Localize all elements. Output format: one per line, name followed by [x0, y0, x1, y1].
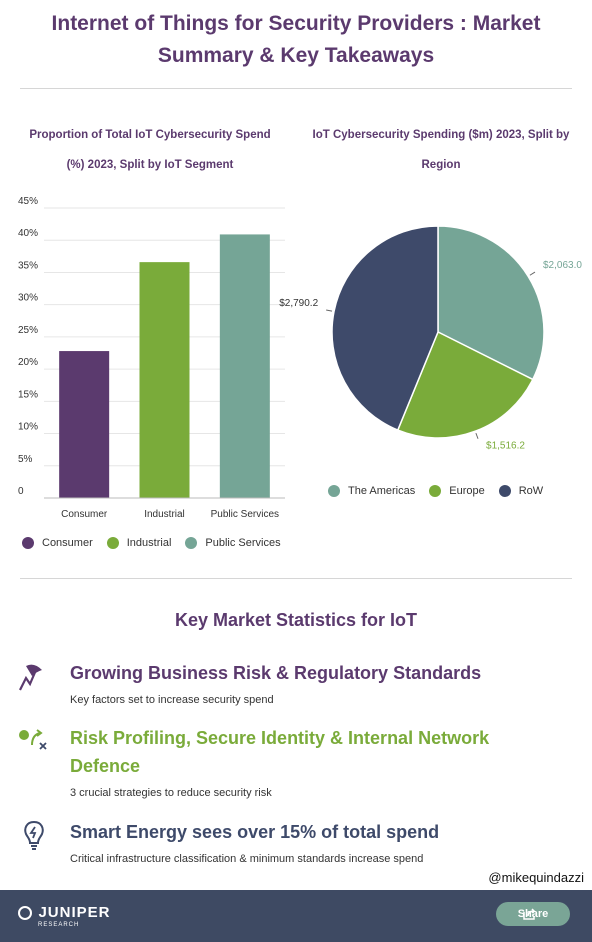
- pie-slice-the-americas: [437, 225, 545, 381]
- bar-chart: 0 5% 10% 15% 20% 25% 30% 35% 40% 45% Consumer Indus…: [18, 196, 285, 520]
- bar-y-tick-label: 45%: [18, 196, 38, 207]
- stat-desc-energy: Critical infrastructure classification &…: [70, 853, 424, 865]
- divider: [20, 88, 572, 89]
- bar-consumer: [59, 351, 110, 498]
- bar-y-tick-label: 10%: [18, 422, 38, 433]
- pie-slice-row: [331, 225, 439, 432]
- stat-title-risk: Growing Business Risk & Regulatory Stand…: [70, 663, 482, 683]
- legend-item[interactable]: Europe: [429, 485, 485, 497]
- bar-y-tick-label: 25%: [18, 325, 38, 336]
- section-heading: Key Market Statistics for IoT: [174, 610, 418, 630]
- stat-title-strategies-line1: Risk Profiling, Secure Identity & Intern…: [70, 728, 490, 748]
- legend-dot: [429, 485, 442, 497]
- legend-label: Europe: [449, 485, 485, 497]
- legend-dot: [185, 537, 198, 549]
- stat-title-strategies-line2: Defence: [70, 756, 141, 776]
- stat-desc-strategies: 3 crucial strategies to reduce security …: [70, 787, 272, 799]
- bar-y-tick-label: 40%: [18, 228, 38, 239]
- bar-chart-title-line2: (%) 2023, Split by IoT Segment: [66, 159, 234, 171]
- legend-item[interactable]: Consumer: [22, 537, 93, 549]
- bar-public-services: [219, 234, 270, 498]
- chart-trend-icon: [19, 664, 42, 691]
- page-title-line1: Internet of Things for Security Provider…: [51, 12, 541, 35]
- pie-data-label: $2,063.0: [543, 260, 582, 271]
- bar-chart-legend: Consumer Industrial Public Services: [22, 537, 295, 549]
- pie-label-line: [326, 309, 333, 312]
- share-label: Share: [517, 908, 549, 920]
- logo-mark-icon: [18, 905, 32, 920]
- legend-label: Industrial: [126, 537, 172, 549]
- strategy-icon: [19, 729, 47, 750]
- share-button[interactable]: Share: [496, 902, 570, 926]
- share-icon: [523, 908, 536, 920]
- pie-chart-title-line2: Region: [421, 159, 461, 171]
- legend-item[interactable]: RoW: [498, 485, 544, 497]
- bar-x-tick-label: Industrial: [144, 509, 185, 520]
- bar-x-tick-label: Consumer: [61, 509, 108, 520]
- legend-item[interactable]: Industrial: [106, 537, 172, 549]
- pie-chart-title: IoT Cybersecurity Spending ($m) 2023, Sp…: [300, 120, 582, 180]
- stat-title-strategies: Risk Profiling, Secure Identity & Intern…: [70, 724, 489, 780]
- pie-label-line: [529, 271, 536, 276]
- legend-label: Public Services: [205, 537, 281, 549]
- stat-desc-risk: Key factors set to increase security spe…: [70, 694, 274, 706]
- logo-sub-text: RESEARCH: [38, 922, 80, 928]
- bar-industrial: [139, 262, 190, 498]
- credit-text: @mikequindazzi: [488, 870, 584, 885]
- bar-y-tick-label: 5%: [18, 454, 33, 465]
- bar-y-tick-label: 30%: [18, 293, 38, 304]
- legend-dot: [106, 537, 119, 549]
- lightbulb-icon: [24, 820, 44, 850]
- page-title-line2: Summary & Key Takeaways: [157, 44, 435, 67]
- pie-chart-legend: The Americas Europe RoW: [328, 485, 557, 497]
- bar-y-tick-label: 15%: [18, 389, 38, 400]
- bar-y-tick-label: 20%: [18, 357, 38, 368]
- pie-slice-europe: [396, 330, 534, 439]
- bar-chart-title-line1: Proportion of Total IoT Cybersecurity Sp…: [29, 129, 271, 141]
- stat-title-energy: Smart Energy sees over 15% of total spen…: [70, 822, 440, 842]
- pie-chart-title-line1: IoT Cybersecurity Spending ($m) 2023, Sp…: [312, 129, 570, 141]
- pie-data-label: $1,516.2: [486, 441, 525, 452]
- legend-dot: [328, 485, 340, 497]
- legend-label: Consumer: [42, 537, 93, 549]
- pie-chart: $2,063.0 $1,516.2 $2,790.2: [279, 225, 582, 452]
- legend-item[interactable]: The Americas: [328, 485, 415, 497]
- legend-item[interactable]: Public Services: [185, 537, 281, 549]
- bar-x-tick-label: Public Services: [211, 509, 279, 520]
- legend-label: RoW: [518, 485, 544, 497]
- footer: JUNIPER RESEARCH Share: [0, 890, 592, 942]
- legend-dot: [498, 485, 511, 497]
- legend-label: The Americas: [348, 485, 416, 497]
- divider: [20, 578, 572, 579]
- bar-y-tick-label: 35%: [18, 260, 38, 271]
- bar-chart-title: Proportion of Total IoT Cybersecurity Sp…: [10, 120, 290, 180]
- page-title: Internet of Things for Security Provider…: [0, 8, 592, 72]
- legend-dot: [22, 537, 34, 549]
- juniper-logo[interactable]: JUNIPER RESEARCH: [18, 904, 111, 928]
- pie-data-label: $2,790.2: [279, 298, 318, 309]
- pie-label-line: [475, 432, 479, 439]
- bar-y-tick-label: 0: [18, 486, 24, 497]
- logo-main-text: JUNIPER: [38, 904, 111, 921]
